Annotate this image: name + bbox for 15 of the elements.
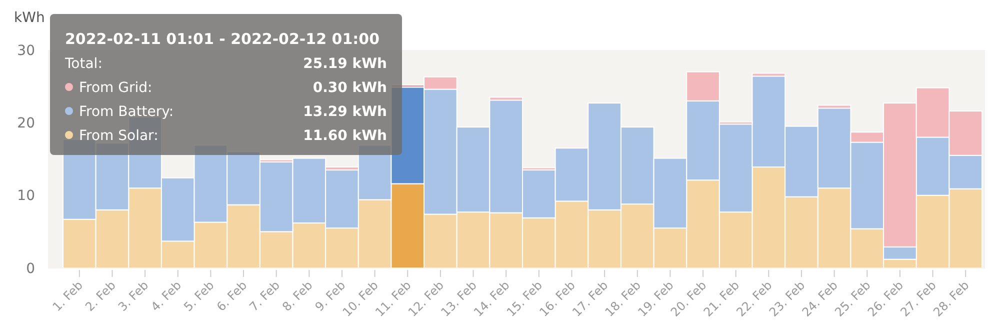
text: 2022-02-11 01:01 - 2022-02-12 01:00 — [65, 30, 380, 48]
y-tick-label: 0 — [26, 260, 35, 277]
annotation: 13.29 kWh — [303, 104, 387, 120]
y-tick-label: 30 — [17, 42, 35, 59]
x-tick-label: 8. Feb — [280, 278, 316, 314]
annotation: 0.30 kWh — [312, 80, 387, 96]
annotation: 25.19 kWh — [303, 56, 387, 72]
y-axis-title: kWh — [14, 10, 45, 26]
series-label: From Battery: — [79, 104, 174, 120]
legend-label: From Grid: — [79, 80, 152, 96]
legend-label: From Solar: — [79, 128, 158, 144]
y-tick-label: 20 — [17, 116, 35, 132]
annotation: 11.60 kWh — [303, 128, 387, 144]
y-tick-label: 10 — [17, 188, 35, 204]
annotation: Total: — [64, 56, 102, 72]
